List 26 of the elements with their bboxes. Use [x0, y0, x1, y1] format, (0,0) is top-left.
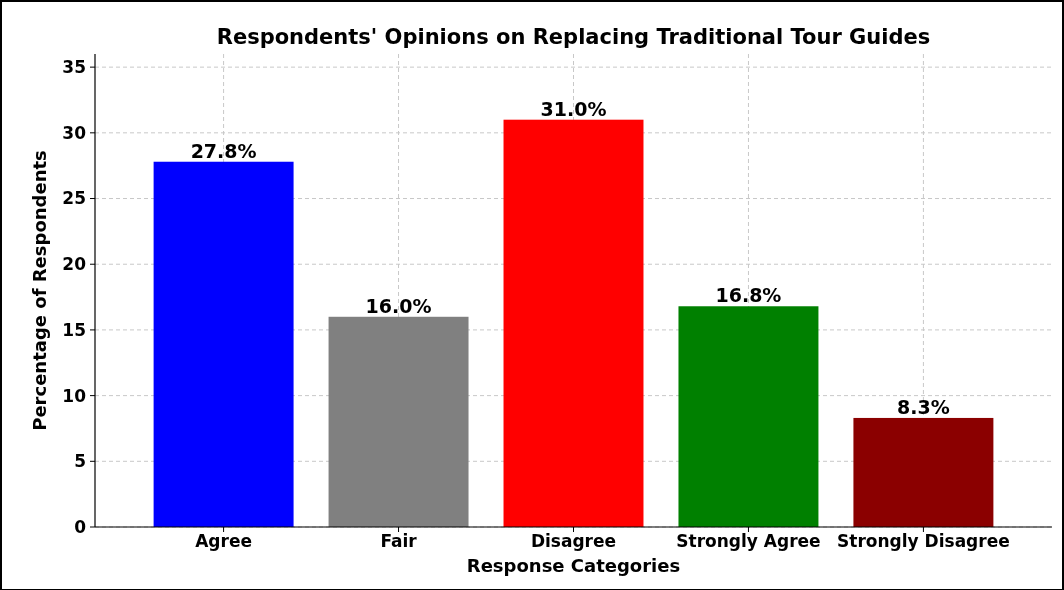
x-tick-label: Strongly Agree	[676, 531, 821, 551]
bar	[678, 306, 819, 527]
x-tick-label: Disagree	[530, 531, 617, 551]
data-label: 8.3%	[897, 395, 950, 418]
x-tick-label: Strongly Disagree	[837, 531, 1010, 551]
y-tick-label: 0	[74, 516, 87, 537]
data-label: 31.0%	[540, 97, 607, 120]
bar	[503, 119, 644, 527]
y-tick-label: 20	[62, 254, 87, 275]
y-tick-label: 10	[62, 385, 87, 406]
data-label: 16.8%	[715, 284, 782, 307]
bar	[153, 161, 294, 527]
y-tick-label: 30	[62, 122, 87, 143]
y-tick-label: 25	[62, 188, 86, 209]
x-tick-label: Agree	[195, 531, 252, 551]
y-tick-label: 5	[74, 451, 86, 472]
x-tick-label: Fair	[380, 531, 418, 551]
x-axis-title: Response Categories	[466, 555, 681, 576]
chart-title: Respondents' Opinions on Replacing Traditional Tour Guides	[216, 25, 931, 49]
y-tick-label: 35	[62, 57, 86, 78]
y-tick-label: 15	[62, 319, 86, 340]
bar	[328, 316, 469, 527]
data-label: 16.0%	[365, 294, 432, 317]
bar	[853, 417, 994, 527]
y-axis-title: Percentage of Respondents	[29, 150, 50, 431]
data-label: 27.8%	[190, 139, 257, 162]
